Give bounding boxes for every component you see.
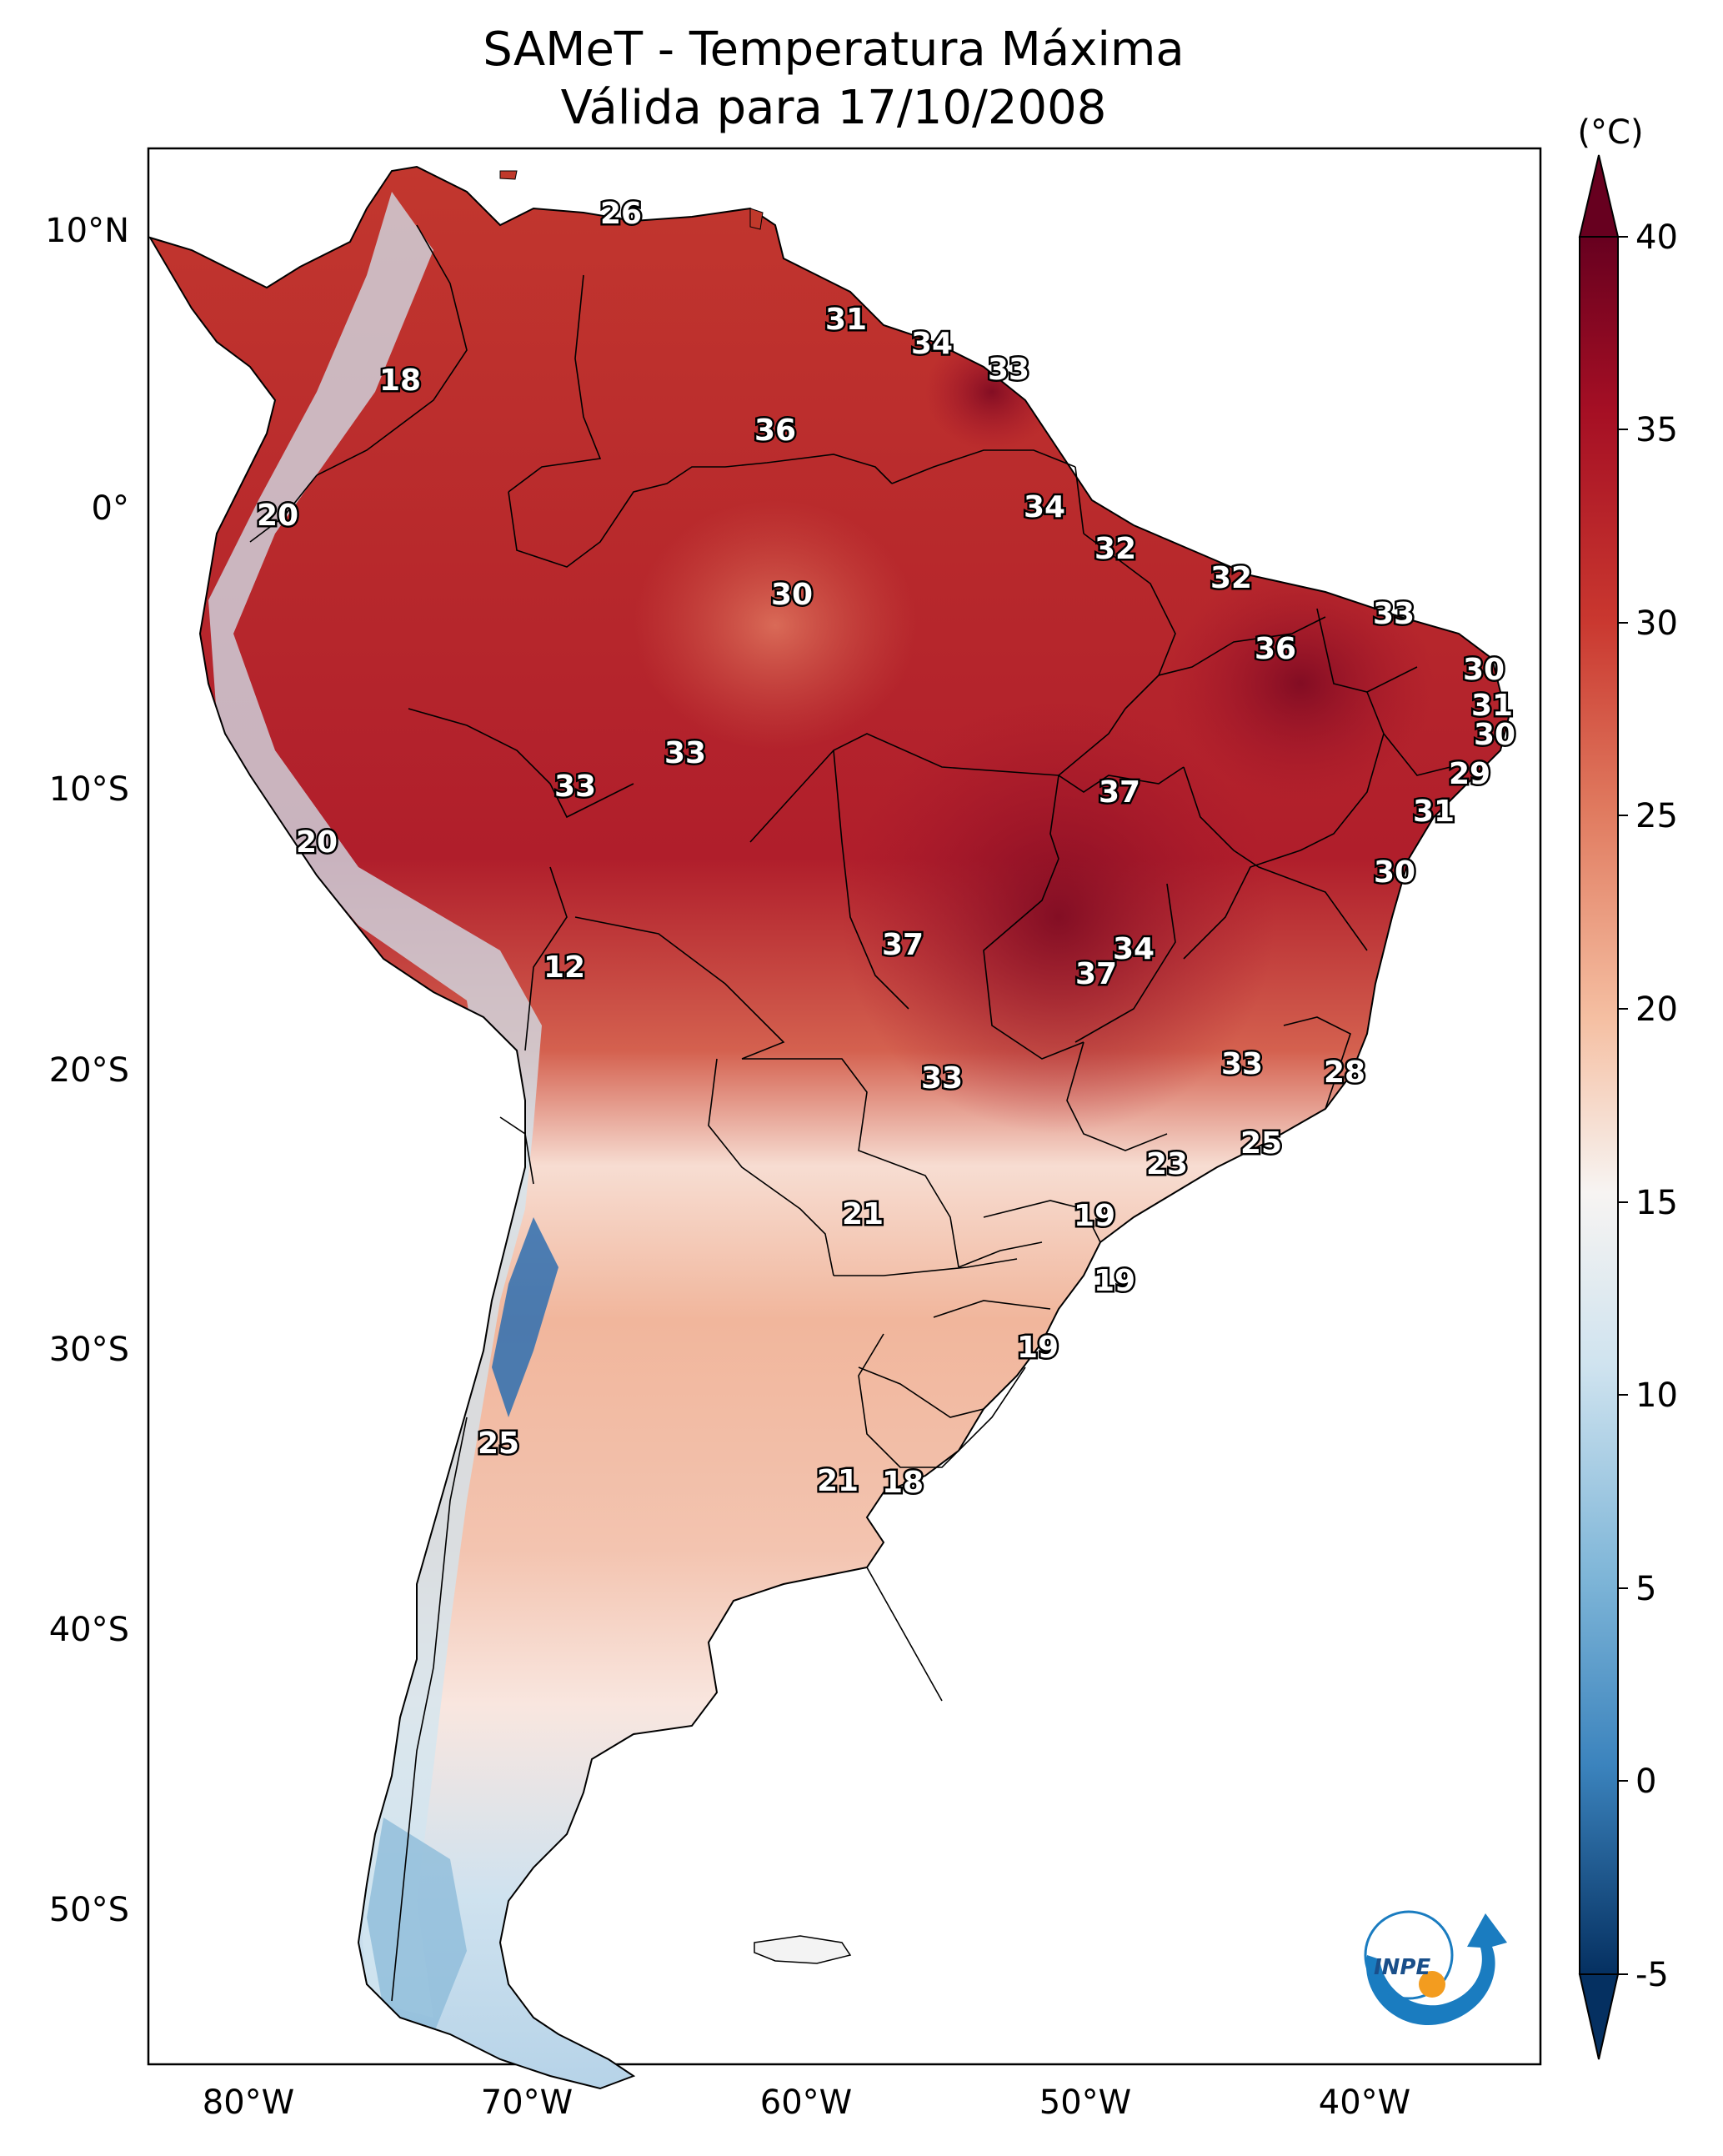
station-label: 19 bbox=[1017, 1331, 1059, 1365]
colorbar-tick-label: 5 bbox=[1635, 1570, 1656, 1608]
station-label: 25 bbox=[478, 1426, 519, 1461]
inpe-logo: INPE bbox=[1364, 1910, 1507, 2026]
station-label: 33 bbox=[1221, 1047, 1263, 1081]
lat-label: 10°N bbox=[45, 212, 129, 250]
station-label: 25 bbox=[1240, 1126, 1282, 1161]
station-label: 21 bbox=[842, 1197, 884, 1231]
political-borders bbox=[249, 224, 1451, 2002]
station-label: 33 bbox=[554, 770, 596, 804]
station-label: 30 bbox=[1463, 653, 1505, 687]
station-label: 36 bbox=[754, 414, 796, 448]
station-label: 33 bbox=[988, 353, 1029, 387]
patagonia-cold bbox=[367, 1818, 467, 2034]
station-label: 33 bbox=[921, 1061, 963, 1096]
station-label: 34 bbox=[1113, 932, 1155, 966]
colorbar-tick-label: 20 bbox=[1635, 990, 1678, 1029]
station-label: 20 bbox=[257, 499, 298, 533]
station-label: 37 bbox=[1075, 957, 1117, 991]
colorbar-top-arrow bbox=[1578, 154, 1620, 238]
station-label: 19 bbox=[1074, 1199, 1115, 1233]
lat-label: 20°S bbox=[49, 1051, 129, 1090]
latitude-labels: 10°N 0° 10°S 20°S 30°S 40°S 50°S bbox=[45, 212, 129, 1929]
lat-label: 30°S bbox=[49, 1331, 129, 1369]
colorbar-bottom-arrow bbox=[1578, 1973, 1620, 2060]
lon-label: 70°W bbox=[481, 2083, 573, 2122]
lon-label: 40°W bbox=[1319, 2083, 1410, 2122]
colorbar-unit: (°C) bbox=[1577, 113, 1643, 152]
lat-label: 10°S bbox=[49, 770, 129, 809]
caribbean-islands bbox=[499, 170, 764, 230]
station-label: 28 bbox=[1324, 1055, 1365, 1090]
longitude-labels: 80°W 70°W 60°W 50°W 40°W bbox=[203, 2083, 1410, 2122]
station-label: 33 bbox=[1373, 597, 1415, 631]
colorbar-tick-label: 25 bbox=[1635, 797, 1678, 835]
colorbar: (°C) 40 35 30 25 20 15 10 5 0 -5 bbox=[1577, 113, 1678, 2060]
colorbar-tick-label: 30 bbox=[1635, 604, 1678, 643]
south-america-land bbox=[148, 165, 1510, 2090]
station-label: 21 bbox=[817, 1464, 859, 1498]
inpe-logo-sun bbox=[1419, 1971, 1445, 1998]
station-label: 33 bbox=[664, 736, 706, 770]
lon-label: 50°W bbox=[1039, 2083, 1131, 2122]
station-label: 31 bbox=[1471, 689, 1513, 723]
hot-core-northeast bbox=[1167, 567, 1434, 800]
colorbar-tick-label: 15 bbox=[1635, 1184, 1678, 1222]
station-label: 31 bbox=[1413, 795, 1455, 829]
station-label: 31 bbox=[825, 303, 867, 337]
inpe-logo-orbit bbox=[1364, 1910, 1454, 2000]
station-label: 34 bbox=[1024, 490, 1065, 524]
colorbar-ticks bbox=[1618, 236, 1628, 1975]
station-labels: 26 31 34 33 18 36 20 34 32 30 32 33 36 3… bbox=[255, 195, 1518, 1502]
station-label: 32 bbox=[1210, 561, 1252, 595]
colorbar-tick-label: 35 bbox=[1635, 411, 1678, 449]
station-label: 26 bbox=[600, 197, 642, 231]
lon-label: 60°W bbox=[760, 2083, 852, 2122]
hot-core-central-brazil bbox=[842, 700, 1275, 1134]
station-label: 30 bbox=[771, 578, 813, 612]
station-label: 37 bbox=[1099, 775, 1140, 810]
station-label: 32 bbox=[1094, 532, 1136, 566]
station-label: 12 bbox=[543, 950, 585, 985]
colorbar-body bbox=[1579, 236, 1619, 1975]
colorbar-tick-label: -5 bbox=[1635, 1956, 1669, 1994]
station-label: 34 bbox=[911, 327, 953, 361]
andes-cool-strip bbox=[208, 192, 542, 2018]
lat-label: 40°S bbox=[49, 1611, 129, 1649]
colorbar-tick-label: 40 bbox=[1635, 218, 1678, 257]
andes-cold-core bbox=[492, 1217, 558, 1417]
station-label: 30 bbox=[1474, 718, 1515, 752]
station-label: 19 bbox=[1094, 1264, 1135, 1298]
lat-label: 50°S bbox=[49, 1891, 129, 1929]
station-label: 23 bbox=[1146, 1147, 1188, 1181]
station-label: 37 bbox=[882, 928, 924, 962]
station-label: 36 bbox=[1255, 632, 1296, 666]
station-label: 20 bbox=[296, 825, 338, 860]
coastline bbox=[148, 165, 1510, 2090]
colorbar-tick-label: 0 bbox=[1635, 1762, 1656, 1801]
amazon-milder-region bbox=[634, 500, 917, 750]
station-label: 29 bbox=[1449, 757, 1490, 791]
station-label: 18 bbox=[379, 364, 421, 398]
map-title-line2: Válida para 17/10/2008 bbox=[561, 81, 1107, 135]
colorbar-tick-label: 10 bbox=[1635, 1376, 1678, 1415]
lon-label: 80°W bbox=[203, 2083, 294, 2122]
inpe-logo-text: INPE bbox=[1374, 1955, 1430, 1980]
falkland-islands bbox=[754, 1935, 852, 1964]
station-label: 30 bbox=[1374, 855, 1415, 890]
lat-label: 0° bbox=[92, 489, 129, 528]
station-label: 18 bbox=[882, 1466, 924, 1500]
map-title-line1: SAMeT - Temperatura Máxima bbox=[483, 23, 1185, 77]
